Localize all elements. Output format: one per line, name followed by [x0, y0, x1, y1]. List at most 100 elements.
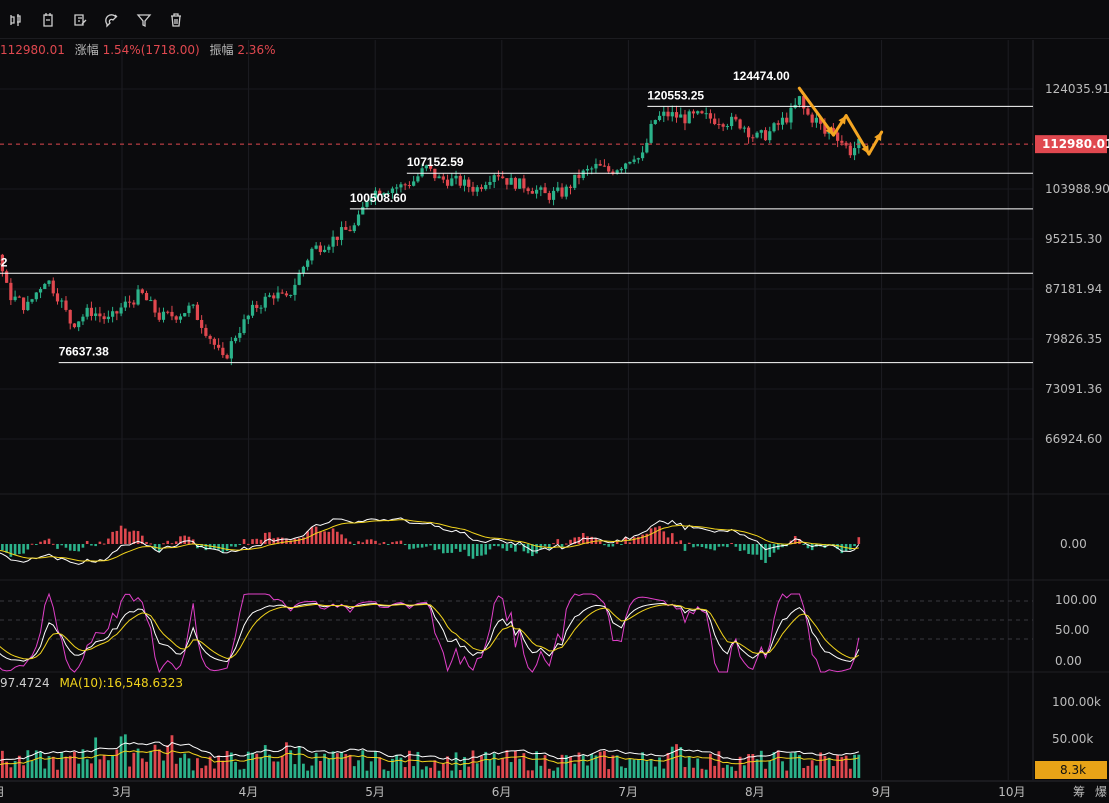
- volume-bar: [217, 755, 221, 778]
- volume-bar: [420, 769, 424, 778]
- candle-body: [687, 111, 691, 124]
- macd-bar: [13, 544, 17, 555]
- macd-bar: [39, 541, 42, 544]
- volume-bar: [497, 765, 500, 778]
- candle-body: [780, 117, 785, 125]
- candle-body: [666, 111, 670, 117]
- volume-bar: [200, 768, 204, 778]
- volume-bar: [56, 769, 59, 778]
- amplitude-label: 振幅: [209, 43, 234, 57]
- volume-bar: [721, 767, 725, 778]
- candlestick-icon[interactable]: [8, 12, 24, 28]
- macd-bar: [280, 537, 284, 544]
- trash-icon[interactable]: [168, 12, 184, 28]
- candle-body: [445, 179, 450, 186]
- volume-bar: [191, 770, 195, 778]
- candle-body: [560, 187, 564, 197]
- volume-bar: [573, 763, 577, 778]
- candle-body: [751, 137, 755, 139]
- volume-bar: [530, 770, 534, 778]
- volume-bar: [781, 761, 784, 778]
- macd-bar: [637, 536, 640, 544]
- macd-bar: [352, 544, 356, 545]
- level-label: 107152.59: [407, 155, 464, 169]
- arrow-head: [861, 145, 869, 155]
- volume-bar: [590, 754, 594, 778]
- filter-icon[interactable]: [136, 12, 152, 28]
- volume-bar: [170, 735, 174, 778]
- candle-body: [157, 312, 161, 320]
- macd-bar: [628, 542, 632, 544]
- volume-bar: [798, 755, 801, 778]
- candle-body: [543, 187, 547, 194]
- volume-bar: [335, 753, 339, 778]
- candle-body: [823, 123, 827, 134]
- candle-body: [60, 300, 64, 302]
- candle-body: [763, 130, 768, 141]
- volume-bar: [692, 767, 695, 778]
- macd-bar: [497, 544, 500, 547]
- corner-button-label[interactable]: 筹: [1073, 785, 1085, 799]
- kdj-tick: 100.00: [1055, 593, 1097, 607]
- grid-lines: [0, 40, 1109, 780]
- candle-body: [289, 294, 293, 296]
- support-resistance-lines[interactable]: 124474.00 120553.25 107152.59 100508.60 8970…: [0, 69, 1033, 364]
- volume-tick: 100.00k: [1052, 695, 1101, 709]
- macd-bar: [654, 527, 657, 544]
- volume-bar: [391, 758, 394, 778]
- candle-body: [272, 295, 276, 299]
- macd-bar: [696, 544, 700, 547]
- volume-bar: [624, 767, 628, 778]
- candle-body: [297, 273, 301, 285]
- volume-bar: [844, 755, 848, 778]
- candle-body: [797, 96, 802, 105]
- timeframe-icon[interactable]: [40, 12, 56, 28]
- candle-body: [428, 165, 433, 169]
- candle-body: [598, 163, 602, 166]
- candle-body: [700, 111, 704, 114]
- macd-bar: [18, 544, 21, 555]
- volume-bar: [840, 757, 844, 778]
- volume-bar: [607, 769, 611, 778]
- candle-body: [412, 181, 416, 186]
- volume-bar: [560, 754, 564, 778]
- volume-bar: [526, 770, 530, 778]
- macd-bar: [560, 544, 564, 548]
- macd-bar: [319, 531, 322, 544]
- macd-bar: [552, 543, 555, 545]
- candle-body: [386, 192, 390, 194]
- macd-bar: [704, 544, 708, 549]
- volume-current-badge: [1035, 761, 1107, 779]
- macd-bar: [798, 538, 801, 544]
- macd-bar: [429, 544, 432, 546]
- macd-bar: [365, 539, 369, 544]
- magnet-icon[interactable]: [104, 12, 120, 28]
- macd-bar: [420, 544, 424, 548]
- volume-bar: [687, 756, 691, 778]
- candle-body: [441, 176, 445, 180]
- macd-bar: [77, 544, 80, 552]
- volume-bar: [183, 753, 187, 778]
- macd-bar: [56, 544, 59, 549]
- candle-body: [335, 236, 339, 240]
- macd-dif-line: [0, 517, 860, 565]
- macd-bar: [721, 544, 725, 547]
- macd-bar: [132, 530, 136, 544]
- macd-bar: [140, 535, 144, 544]
- volume-bar: [539, 765, 543, 778]
- volume-bar: [759, 750, 763, 778]
- candle-body: [331, 236, 335, 247]
- candle-body: [5, 271, 9, 283]
- macd-bar: [378, 543, 382, 545]
- candle-body: [785, 117, 789, 123]
- candle-body: [645, 142, 649, 153]
- corner-button-label[interactable]: 爆: [1095, 785, 1107, 799]
- macd-bar: [514, 544, 517, 552]
- candle-body: [170, 311, 174, 317]
- volume-bar: [467, 766, 471, 778]
- candle-body: [713, 118, 717, 125]
- edit-icon[interactable]: [72, 12, 88, 28]
- macd-bar: [518, 544, 521, 546]
- candle-body: [233, 337, 238, 342]
